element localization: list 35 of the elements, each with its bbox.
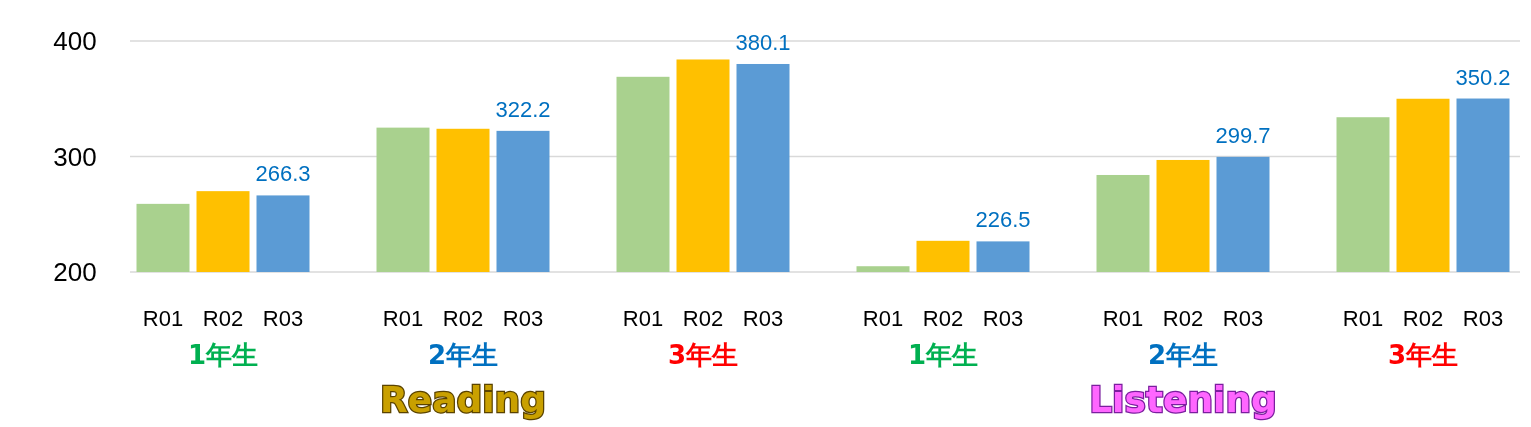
series-label: R03 bbox=[262, 306, 304, 331]
text: R03 bbox=[1462, 306, 1504, 331]
text: R03 bbox=[1222, 306, 1264, 331]
text: R02 bbox=[682, 306, 724, 331]
x-tick-label: 1年生 bbox=[907, 340, 979, 370]
text: R03 bbox=[742, 306, 784, 331]
text: R01 bbox=[382, 306, 424, 331]
y-tick-label: 400 bbox=[53, 26, 97, 56]
text: R01 bbox=[1342, 306, 1384, 331]
text: R02 bbox=[442, 306, 484, 331]
data-label: 350.2 bbox=[1455, 64, 1511, 90]
text: R02 bbox=[922, 306, 964, 331]
x-tick-label: 2年生 bbox=[1147, 340, 1219, 370]
text: R03 bbox=[502, 306, 544, 331]
series-label: R02 bbox=[202, 306, 244, 331]
text: R02 bbox=[1402, 306, 1444, 331]
data-label: 266.3 bbox=[255, 161, 311, 187]
data-label: 299.7 bbox=[1215, 122, 1271, 148]
data-label: 380.1 bbox=[735, 29, 791, 55]
text: Listening bbox=[1089, 379, 1277, 420]
x-tick-label: 2年生 bbox=[427, 340, 499, 370]
text: R01 bbox=[862, 306, 904, 331]
data-label: 322.2 bbox=[495, 96, 551, 122]
data-label: 226.5 bbox=[975, 207, 1031, 233]
y-tick-label: 200 bbox=[53, 257, 97, 287]
series-label: R01 bbox=[142, 306, 184, 331]
x-tick-label: 1年生 bbox=[187, 340, 259, 370]
y-tick-label: 300 bbox=[53, 141, 97, 172]
x-tick-label: 3年生 bbox=[667, 340, 739, 370]
text: R01 bbox=[622, 306, 664, 331]
text: R01 bbox=[1102, 306, 1144, 331]
x-tick-label: 3年生 bbox=[1387, 340, 1459, 370]
text: Reading bbox=[380, 379, 546, 420]
text: R02 bbox=[1162, 306, 1204, 331]
text: R03 bbox=[982, 306, 1024, 331]
